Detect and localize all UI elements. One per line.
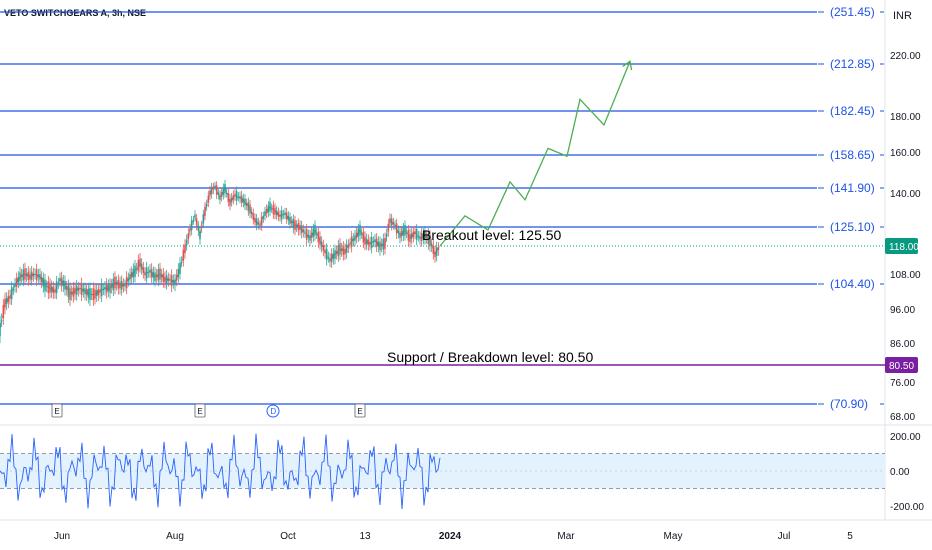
breakout-annotation: Breakout level: 125.50 (422, 227, 562, 243)
time-tick-label: 5 (847, 531, 853, 542)
price-tick-label: 68.00 (890, 412, 915, 423)
candle-body (0, 322, 1, 337)
level-label: (212.85) (830, 57, 875, 71)
current-price-label: 118.00 (889, 242, 919, 253)
projection-path (439, 60, 633, 247)
candle-body (225, 193, 228, 194)
currency-label: INR (893, 10, 912, 22)
dividend-marker[interactable] (266, 404, 280, 418)
candle-body (282, 214, 285, 216)
time-tick-label: Mar (557, 531, 575, 542)
support-badge (885, 357, 918, 373)
candle-body (259, 224, 261, 226)
time-axis: Jun Aug Oct 13 2024 Mar May Jul 5 (54, 531, 853, 542)
current-price-badge (885, 238, 918, 254)
level-label: (141.90) (830, 181, 875, 195)
price-tick-label: 180.00 (890, 112, 921, 123)
earnings-marker[interactable] (354, 403, 366, 418)
candle-body (304, 232, 306, 234)
price-close-line (0, 185, 441, 330)
level-label: (104.40) (830, 277, 875, 291)
candle-body (147, 272, 150, 274)
earnings-marker[interactable] (194, 403, 206, 418)
projection-line (439, 61, 631, 247)
time-tick-label: Jul (778, 531, 791, 542)
candle-body (79, 288, 81, 290)
candle-body (237, 196, 240, 198)
oscillator-tick-label: 200.00 (890, 432, 921, 443)
oscillator-pane (0, 433, 885, 509)
level-label: (125.10) (830, 220, 875, 234)
support-level: 80.50 (0, 357, 918, 373)
support-annotation: Support / Breakdown level: 80.50 (387, 349, 593, 365)
candle-body (102, 289, 105, 291)
oscillator-tick-label: 0.00 (890, 467, 910, 478)
oscillator-line (0, 433, 441, 509)
candle-body (124, 285, 126, 287)
oscillator-tick-label: -200.00 (890, 502, 924, 513)
candle-body (90, 294, 93, 296)
price-tick-label: 76.00 (890, 378, 915, 389)
price-tick-label: 140.00 (890, 189, 921, 200)
candle-body (34, 274, 36, 275)
earnings-marker-label: E (357, 407, 362, 416)
price-tick-label: 220.00 (890, 51, 921, 62)
level-label: (251.45) (830, 5, 875, 19)
candle-body (45, 286, 48, 288)
support-badge-label: 80.50 (889, 361, 914, 372)
oscillator-band (0, 453, 885, 489)
time-tick-label: May (664, 531, 683, 542)
level-label: (158.65) (830, 148, 875, 162)
price-series (0, 185, 441, 330)
candle-body (270, 208, 273, 210)
horizontal-levels: (251.45) (212.85) (182.45) (158.65) (141.90)… (0, 5, 884, 411)
time-tick-label: 13 (359, 531, 371, 542)
current-price-line: 118.00 (0, 238, 919, 254)
earnings-marker-label: E (197, 407, 202, 416)
candle-body (372, 241, 375, 243)
candle-body (417, 236, 420, 238)
price-tick-label: 160.00 (890, 148, 921, 159)
price-tick-label: 86.00 (890, 339, 915, 350)
time-tick-label: 2024 (439, 531, 462, 542)
price-tick-label: 96.00 (890, 305, 915, 316)
dividend-marker-label: D (270, 407, 276, 416)
time-tick-label: Aug (166, 531, 184, 542)
earnings-marker[interactable] (51, 403, 63, 418)
level-label: (70.90) (830, 397, 868, 411)
chart-title: VETO SWITCHGEARS A, 3h, NSE (4, 8, 146, 18)
time-tick-label: Oct (280, 531, 296, 542)
price-axis: 220.00 180.00 160.00 140.00 108.00 96.00 86.00… (890, 51, 921, 423)
earnings-marker-label: E (54, 407, 59, 416)
time-tick-label: Jun (54, 531, 70, 542)
level-label: (182.45) (830, 104, 875, 118)
candle-body (169, 279, 171, 281)
oscillator-axis: 200.00 0.00 -200.00 (890, 432, 924, 513)
projection-arrowhead (622, 60, 633, 71)
price-tick-label: 108.00 (890, 270, 921, 281)
